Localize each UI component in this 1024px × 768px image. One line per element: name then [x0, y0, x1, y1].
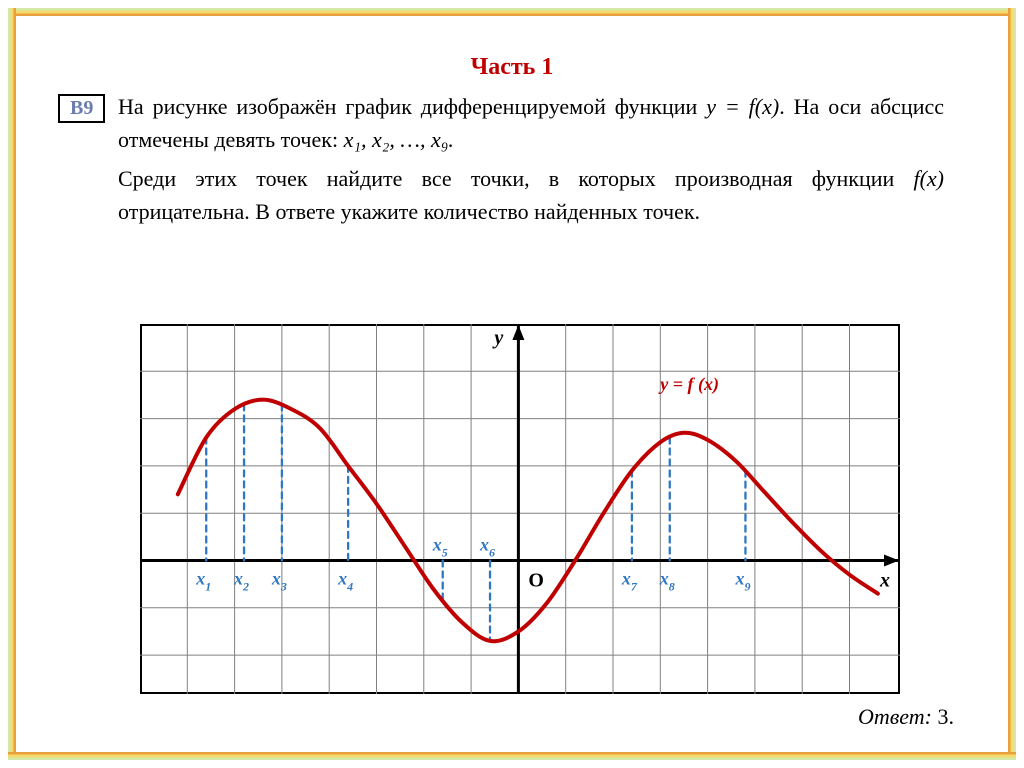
x-point-label: x8	[659, 569, 675, 594]
x-point-label: x9	[734, 569, 750, 594]
decorative-border	[1008, 8, 1016, 760]
answer-block: Ответ: 3.	[858, 704, 954, 730]
x-point-label: x4	[337, 569, 353, 594]
section-title: Часть 1	[0, 54, 1024, 81]
origin-label: O	[528, 570, 544, 592]
problem-line: Среди этих точек найдите все точки, в ко…	[118, 166, 913, 191]
problem-text: На рисунке изображён график дифференциру…	[118, 90, 944, 234]
answer-label: Ответ:	[858, 704, 932, 729]
x-axis-label: x	[879, 570, 890, 592]
pts-inline: x₁, x₂, …, x₉.	[344, 127, 454, 152]
x-point-label: x2	[233, 569, 249, 594]
decorative-border	[8, 752, 1016, 760]
decorative-border	[8, 8, 16, 760]
problem-line: На рисунке изображён график дифференциру…	[118, 94, 706, 119]
problem-page: Часть 1 В9 На рисунке изображён график д…	[0, 0, 1024, 768]
problem-badge: В9	[58, 94, 105, 123]
x-point-label: x7	[621, 569, 638, 594]
x-point-label: x6	[479, 535, 495, 560]
function-label: y = f (x)	[658, 374, 719, 395]
fn-inline: f(x)	[913, 166, 944, 191]
problem-line: отрицательна. В ответе укажите количеств…	[118, 199, 700, 224]
function-chart: x1 x2 x3 x4 x5 x6 x7 x8 x9 y x Oy = f (x)	[140, 324, 900, 694]
decorative-border	[8, 8, 1016, 16]
x-point-label: x1	[195, 569, 211, 594]
fn-inline: y = f(x)	[706, 94, 779, 119]
answer-value: 3.	[938, 704, 955, 729]
x-point-label: x3	[271, 569, 287, 594]
y-axis-label: y	[492, 327, 503, 349]
x-point-label: x5	[432, 535, 448, 560]
